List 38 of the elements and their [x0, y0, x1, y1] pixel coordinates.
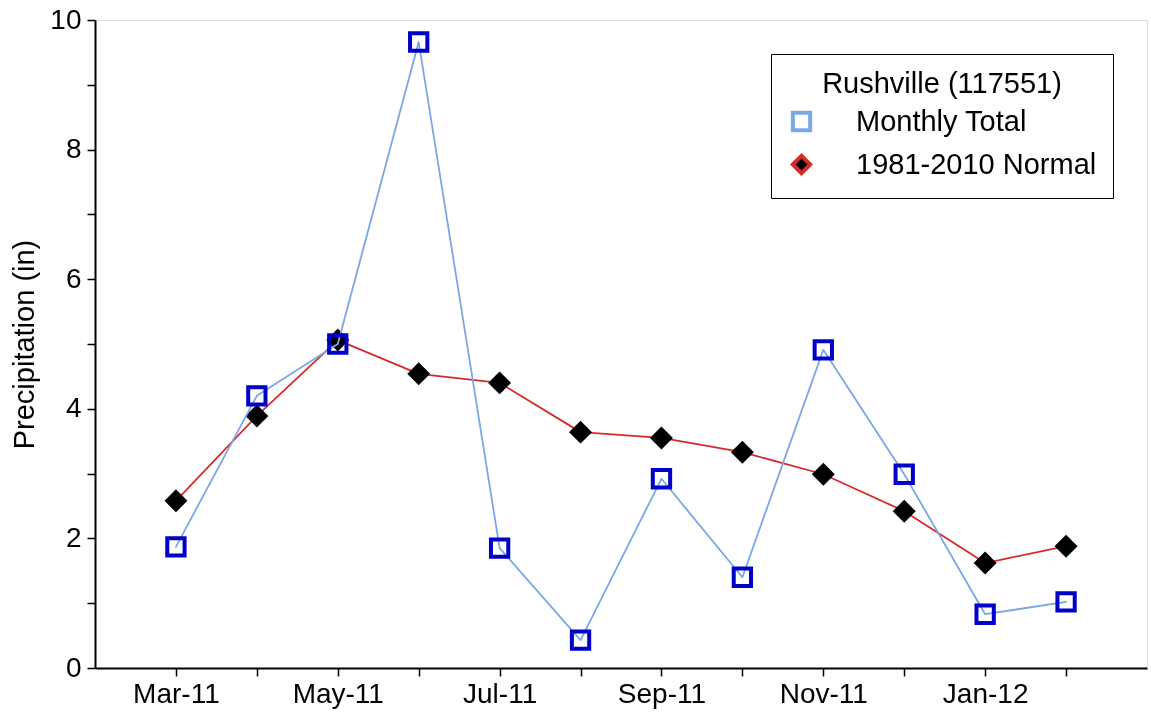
y-tick-label: 10: [50, 3, 82, 35]
point: [246, 405, 268, 427]
point: [1055, 591, 1077, 613]
legend-label: Monthly Total: [856, 104, 1027, 137]
point: [488, 372, 511, 394]
y-tick-label: 8: [65, 133, 82, 165]
point: [569, 421, 592, 443]
y-axis-title: Precipitation (in): [8, 239, 41, 450]
point: [893, 463, 915, 485]
x-tick-label: Mar-11: [133, 677, 220, 709]
x-tick-label: Jul-11: [463, 677, 538, 709]
point: [165, 536, 187, 558]
point: [650, 427, 673, 449]
point: [731, 441, 754, 463]
y-tick-label: 4: [65, 392, 82, 424]
point: [569, 629, 592, 651]
y-tick-label: 0: [65, 651, 82, 683]
point: [812, 463, 834, 485]
point: [893, 500, 915, 522]
point: [974, 603, 996, 625]
point: [1055, 535, 1077, 557]
y-tick-label: 2: [65, 521, 82, 553]
point: [408, 363, 430, 385]
point: [488, 537, 511, 559]
point: [650, 468, 673, 490]
x-tick-label: Sep-11: [617, 677, 707, 709]
point: [246, 385, 268, 407]
point: [165, 490, 187, 512]
point: [812, 339, 834, 361]
y-tick-label: 6: [65, 262, 82, 294]
point: [408, 31, 430, 53]
x-tick-label: May-11: [292, 677, 384, 709]
x-tick-label: Nov-11: [779, 677, 868, 709]
legend-title: Rushville (117551): [822, 67, 1062, 99]
point: [731, 566, 754, 588]
legend-label: 1981-2010 Normal: [856, 147, 1097, 180]
x-tick-label: Jan-12: [942, 677, 1029, 709]
point: [974, 552, 996, 574]
